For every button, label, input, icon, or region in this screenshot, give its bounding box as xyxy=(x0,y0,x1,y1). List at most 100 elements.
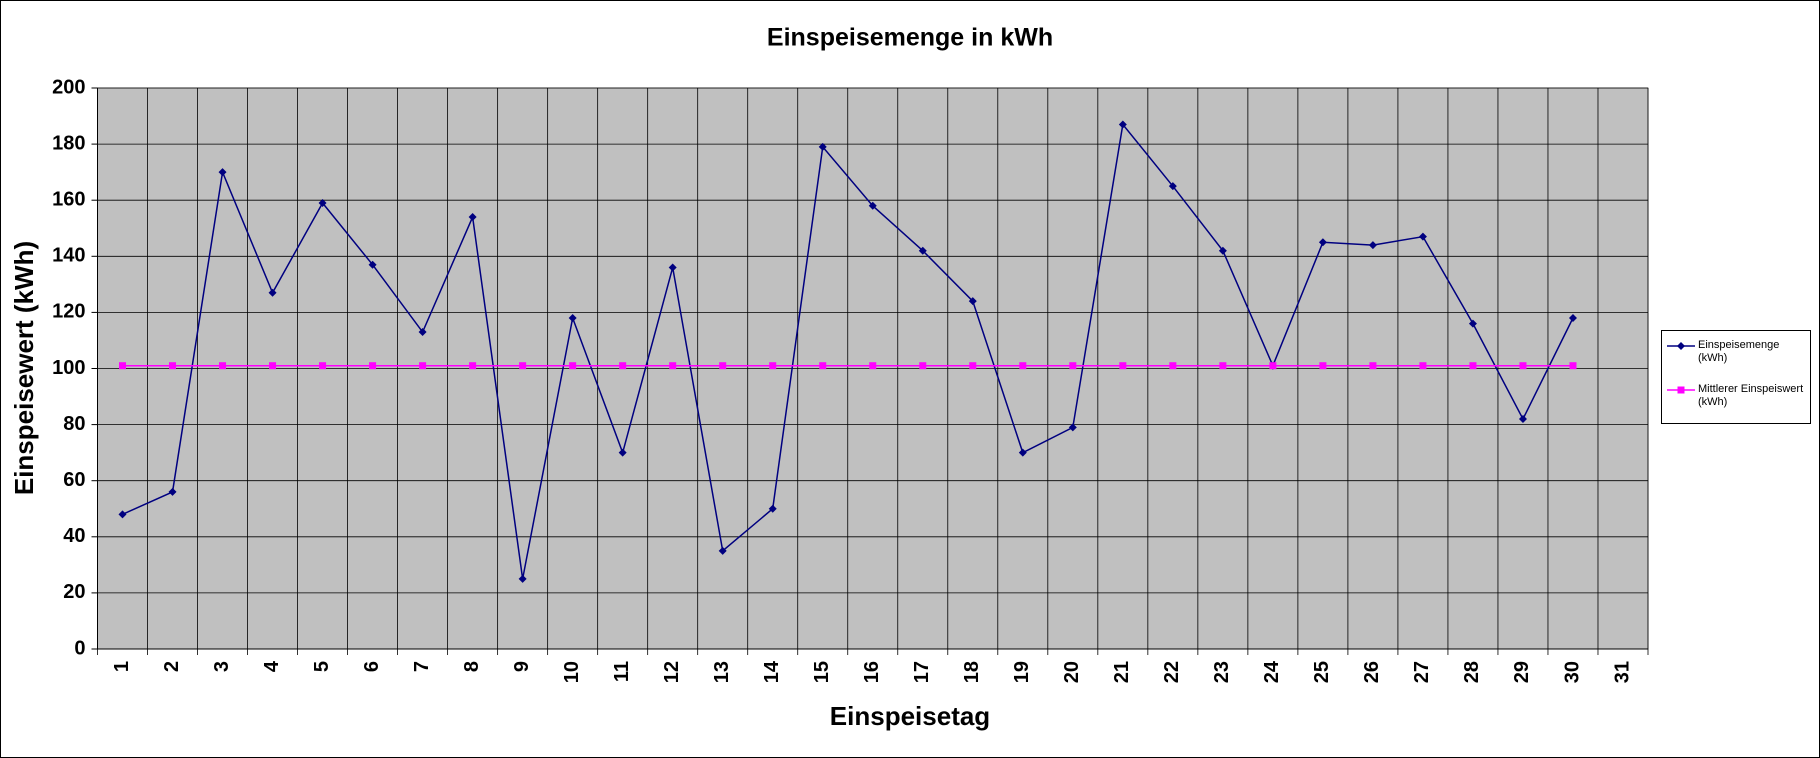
marker xyxy=(518,574,527,583)
marker xyxy=(1219,362,1227,370)
marker xyxy=(118,510,127,519)
marker xyxy=(1118,120,1127,129)
y-tick-label: 160 xyxy=(52,188,85,210)
marker xyxy=(1468,319,1477,328)
marker xyxy=(818,142,827,151)
marker xyxy=(1269,362,1277,370)
marker xyxy=(1218,246,1227,255)
marker xyxy=(519,362,527,370)
marker xyxy=(1677,386,1685,394)
marker xyxy=(969,362,977,370)
y-tick-label: 0 xyxy=(74,637,85,659)
x-tick-label: 10 xyxy=(561,661,583,683)
x-tick-label: 18 xyxy=(961,661,983,683)
marker xyxy=(918,246,927,255)
x-tick-label: 13 xyxy=(711,661,733,683)
marker xyxy=(1369,362,1377,370)
x-tick-label: 3 xyxy=(211,661,233,672)
x-tick-label: 31 xyxy=(1611,661,1633,683)
y-tick-label: 60 xyxy=(63,469,85,491)
y-tick-label: 140 xyxy=(52,245,85,267)
marker xyxy=(719,362,727,370)
x-tick-label: 4 xyxy=(261,660,283,672)
marker xyxy=(619,362,627,370)
x-tick-label: 26 xyxy=(1361,661,1383,683)
y-tick-label: 120 xyxy=(52,301,85,323)
x-tick-label: 28 xyxy=(1461,661,1483,683)
marker xyxy=(1169,362,1177,370)
x-tick-label: 5 xyxy=(311,661,333,672)
x-tick-label: 30 xyxy=(1561,661,1583,683)
marker xyxy=(569,362,577,370)
x-tick-label: 17 xyxy=(911,661,933,683)
y-tick-label: 40 xyxy=(63,525,85,547)
legend-label: Mittlerer Einspeiswert (kWh) xyxy=(1698,383,1804,408)
y-tick-label: 20 xyxy=(63,581,85,603)
x-tick-label: 27 xyxy=(1411,661,1433,683)
marker xyxy=(819,362,827,370)
marker xyxy=(319,362,327,370)
marker xyxy=(868,201,877,210)
y-tick-label: 180 xyxy=(52,132,85,154)
marker xyxy=(668,263,677,272)
x-tick-label: 15 xyxy=(811,661,833,683)
marker xyxy=(469,362,477,370)
marker xyxy=(369,362,377,370)
marker xyxy=(168,487,177,496)
marker xyxy=(1019,362,1027,370)
marker xyxy=(1469,362,1477,370)
x-tick-label: 14 xyxy=(761,660,783,683)
chart-title: Einspeisemenge in kWh xyxy=(767,24,1053,52)
x-tick-label: 20 xyxy=(1061,661,1083,683)
x-tick-label: 19 xyxy=(1011,661,1033,683)
marker xyxy=(119,362,127,370)
marker xyxy=(1568,314,1577,323)
marker xyxy=(568,314,577,323)
series-line xyxy=(122,122,1574,580)
marker xyxy=(1569,362,1577,370)
x-tick-label: 23 xyxy=(1211,661,1233,683)
marker xyxy=(1419,362,1427,370)
x-tick-label: 9 xyxy=(511,661,533,672)
x-tick-label: 24 xyxy=(1261,660,1283,683)
marker xyxy=(219,362,227,370)
x-tick-label: 1 xyxy=(111,661,133,672)
legend-symbol xyxy=(1667,342,1695,350)
marker xyxy=(1069,362,1077,370)
marker xyxy=(218,168,227,177)
x-tick-label: 2 xyxy=(161,661,183,672)
legend: Einspeisemenge (kWh) Mittlerer Einspeiswe… xyxy=(1661,330,1811,424)
marker xyxy=(1418,232,1427,241)
marker xyxy=(718,546,727,555)
marker xyxy=(418,328,427,337)
marker xyxy=(169,362,177,370)
marker xyxy=(1018,448,1027,457)
y-tick-label: 80 xyxy=(63,413,85,435)
y-tick-label: 200 xyxy=(52,76,85,98)
marker xyxy=(768,504,777,513)
marker xyxy=(919,362,927,370)
y-axis-title: Einspeisewert (kWh) xyxy=(9,241,39,495)
x-tick-label: 29 xyxy=(1511,661,1533,683)
marker xyxy=(1068,423,1077,432)
legend-label: Einspeisemenge (kWh) xyxy=(1698,339,1780,364)
x-tick-label: 6 xyxy=(361,661,383,672)
marker xyxy=(419,362,427,370)
marker xyxy=(368,260,377,269)
marker xyxy=(869,362,877,370)
marker xyxy=(1368,241,1377,250)
x-tick-label: 8 xyxy=(461,661,483,672)
x-tick-label: 16 xyxy=(861,661,883,683)
x-tick-label: 25 xyxy=(1311,661,1333,683)
x-tick-label: 7 xyxy=(411,661,433,672)
marker xyxy=(968,297,977,306)
marker xyxy=(269,362,277,370)
marker xyxy=(669,362,677,370)
marker xyxy=(1119,362,1127,370)
marker xyxy=(318,199,327,208)
x-axis-title: Einspeisetag xyxy=(830,701,990,731)
x-tick-label: 22 xyxy=(1161,661,1183,683)
x-tick-label: 21 xyxy=(1111,661,1133,683)
